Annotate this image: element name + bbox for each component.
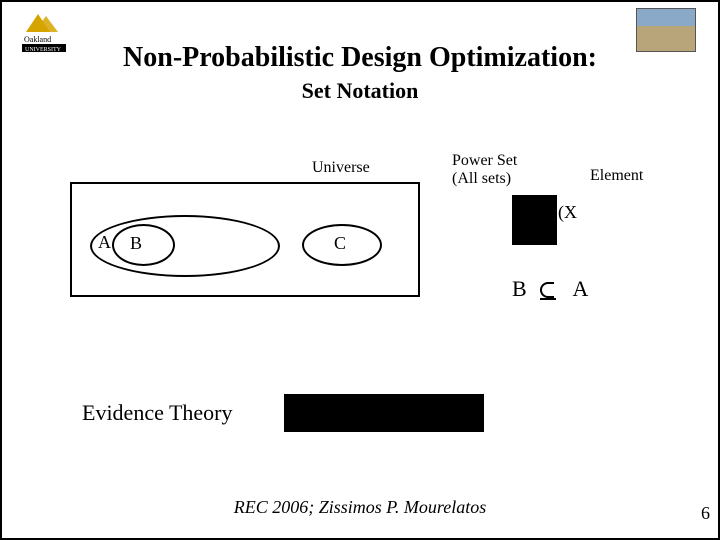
universe-label: Universe: [312, 159, 370, 177]
powerset-line2: (All sets): [452, 170, 517, 188]
slide-subtitle: Set Notation: [2, 78, 718, 104]
subset-icon: [540, 282, 560, 296]
slide: Oakland UNIVERSITY Non-Probabilistic Des…: [0, 0, 720, 540]
subset-expression: B A: [512, 276, 588, 302]
element-label: Element: [590, 167, 643, 185]
evidence-theory-label: Evidence Theory: [82, 400, 232, 426]
set-C-label: C: [334, 233, 346, 254]
powerset-line1: Power Set: [452, 152, 517, 170]
title-block: Non-Probabilistic Design Optimization: S…: [2, 42, 718, 104]
subset-left: B: [512, 276, 527, 301]
set-B-ellipse: [112, 224, 175, 266]
redaction-box-2: [284, 394, 484, 432]
subset-right: A: [572, 276, 588, 301]
slide-title: Non-Probabilistic Design Optimization:: [2, 42, 718, 74]
powerset-label: Power Set (All sets): [452, 152, 517, 187]
set-B-label: B: [130, 233, 142, 254]
set-A-label: A: [98, 232, 111, 253]
footer-text: REC 2006; Zissimos P. Mourelatos: [2, 497, 718, 518]
px-top: (X: [558, 202, 577, 223]
px-bottom: ): [551, 224, 557, 245]
page-number: 6: [701, 503, 710, 524]
